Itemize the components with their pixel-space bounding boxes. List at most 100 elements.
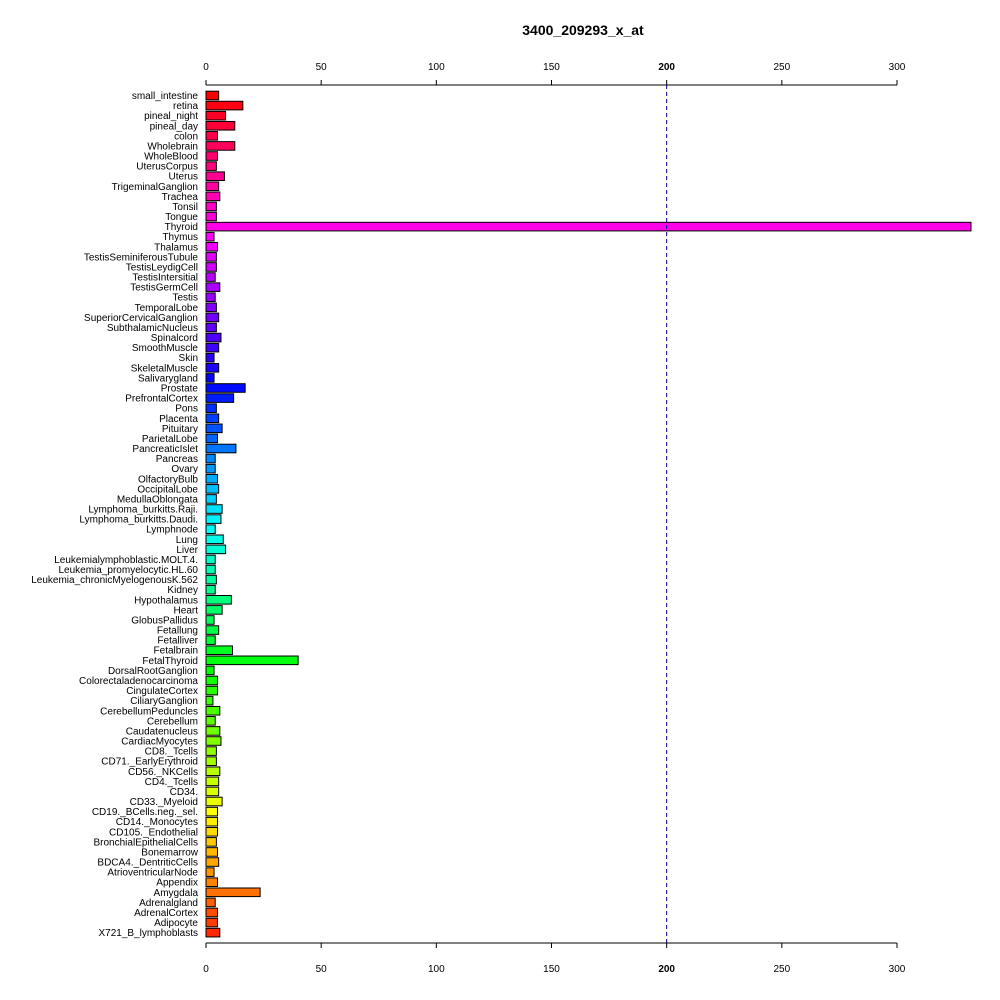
bar-Leukemia_chronicMyelogenousK.562 [205,574,217,585]
category-label: retina [173,101,198,112]
category-label: Wholebrain [147,141,198,152]
bar-SuperiorCervicalGanglion [205,312,220,323]
bar-CD105._Endothelial [205,826,219,837]
category-label: TestisSeminiferousTubule [84,252,199,263]
category-label: small_intestine [132,91,199,102]
bar-Caudatenucleus [205,726,221,736]
top-x-axis: 0 50 100 150 200 250 300 [203,62,906,86]
category-label: BDCA4._DentriticCells [97,858,198,869]
category-label: CD71._EarlyErythroid [101,757,198,768]
bar-BDCA4._DentriticCells [205,857,220,867]
bar-PrefrontalCortex [205,393,235,403]
bar-Thyroid [205,221,972,232]
bottom-tick-label: 250 [773,964,790,975]
bar-CD19._BCells.neg._sel. [205,806,219,817]
bar-Tonsil [205,201,217,212]
category-label: CD19._BCells.neg._sel. [92,807,198,818]
category-label: DorsalRootGanglion [108,666,198,677]
category-label: CD56._NKCells [128,767,198,778]
category-label: Skin [179,353,198,364]
category-label: Leukemia_promyelocytic.HL.60 [58,565,198,576]
bar-Fetalbrain [205,645,233,656]
bar-CardiacMyocytes [205,736,222,746]
category-label: Salivarygland [138,373,198,384]
bar-Bonemarrow [205,847,219,857]
category-label: BronchialEpithelialCells [94,837,199,848]
bar-Placenta [205,413,220,424]
category-label: Cerebellum [147,716,198,727]
category-label: SuperiorCervicalGanglion [84,313,198,324]
category-label: Uterus [169,172,198,183]
category-label: Lymphoma_burkitts.Daudi. [79,515,198,526]
bar-Pons [205,403,217,413]
bar-GlobusPallidus [205,615,215,625]
top-tick-label: 100 [428,62,445,73]
category-label: colon [174,131,198,142]
bar-Testis [205,292,216,303]
bar-TestisSeminiferousTubule [205,252,217,262]
category-label: Trachea [162,192,199,203]
category-label: Pituitary [162,424,198,435]
category-label: OlfactoryBulb [138,474,198,485]
category-label: Lymphnode [146,525,198,536]
category-label: Lung [176,535,198,546]
chart-title: 3400_209293_x_at [522,22,644,38]
category-label: UterusCorpus [136,162,198,173]
bar-Salivarygland [205,373,215,383]
bar-CD33._Myeloid [205,796,223,807]
category-label: pineal_day [150,121,198,132]
top-tick-label: 150 [543,62,560,73]
category-label: AdrenalCortex [134,908,198,919]
category-label: Caudatenucleus [126,726,198,737]
category-label: Thyroid [165,222,198,233]
bar-small_intestine [205,90,220,101]
bar-AtrioventricularNode [205,867,215,877]
bar-MedullaOblongata [205,494,217,504]
category-label: Liver [176,545,198,556]
category-label: Appendix [156,878,198,889]
category-label: CD14._Monocytes [116,817,198,828]
bars-group [205,90,972,938]
category-label: PrefrontalCortex [125,394,198,405]
bar-OlfactoryBulb [205,473,219,484]
bar-Thalamus [205,241,219,252]
bar-pineal_night [205,110,227,121]
category-label: Fetalbrain [154,646,198,657]
category-label: Adipocyte [154,918,198,929]
category-label: Thymus [162,232,198,243]
category-label: Placenta [159,414,198,425]
bar-Cerebellum [205,716,216,726]
bar-Lung [205,534,224,545]
category-label: SubthalamicNucleus [107,323,198,334]
bar-Lymphnode [205,524,216,535]
bar-Lymphoma_burkitts.Raji. [205,504,223,514]
category-label: TrigeminalGanglion [112,182,198,193]
bar-Adrenalgland [205,897,216,908]
category-label: MedullaOblongata [117,494,199,505]
category-label: ParietalLobe [142,434,199,445]
bar-Kidney [205,584,216,595]
bar-Fetallung [205,625,220,635]
category-label: CD8._Tcells [145,747,198,758]
bar-pineal_day [205,120,236,131]
top-tick-label: 300 [889,62,906,73]
category-label: TestisLeydigCell [126,262,198,273]
category-label: AtrioventricularNode [107,868,198,879]
category-labels: small_intestineretinapineal_nightpineal_… [31,91,199,939]
bar-UterusCorpus [205,161,217,171]
bottom-tick-label: 100 [428,964,445,975]
bar-PancreaticIslet [205,443,237,454]
bottom-tick-label: 50 [316,964,328,975]
bar-CD71._EarlyErythroid [205,756,217,766]
category-label: CingulateCortex [126,686,198,697]
bar-Pancreas [205,453,216,464]
bar-CD56._NKCells [205,766,221,777]
category-label: Amygdala [154,888,199,899]
category-label: PancreaticIslet [132,444,198,455]
category-label: CD4._Tcells [145,777,198,788]
bar-Pituitary [205,423,223,434]
bar-OccipitalLobe [205,484,220,494]
category-label: TemporalLobe [135,303,199,314]
category-label: SkeletalMuscle [131,363,199,374]
category-label: Kidney [167,585,198,596]
